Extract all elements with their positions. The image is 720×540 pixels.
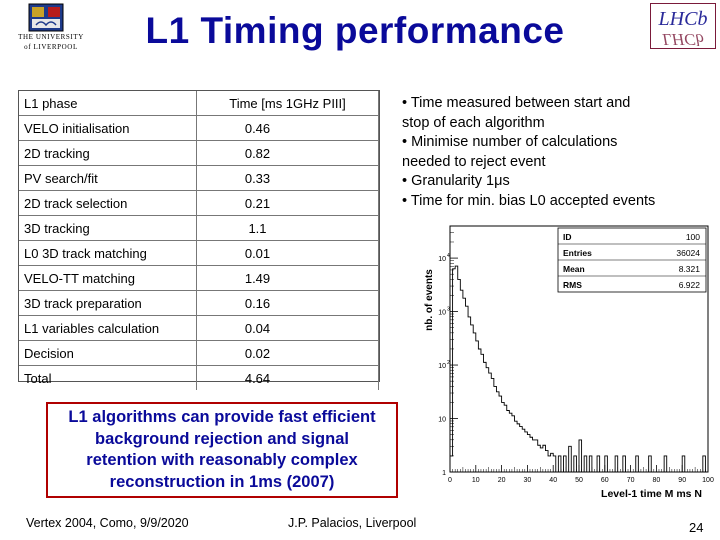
lhcb-logo: LHCb LHCb	[650, 3, 716, 49]
note-line: • Time measured between start and	[402, 95, 631, 111]
phase-time: 4.64	[196, 365, 379, 390]
column-header-time: Time [ms 1GHz PIII]	[196, 91, 379, 116]
lhcb-logo-text: LHCb	[658, 8, 708, 30]
y-tick-exponent: 2	[447, 360, 450, 366]
phase-name: L0 3D track matching	[19, 240, 197, 266]
stats-value: 36024	[676, 248, 700, 258]
svg-text:LHCb: LHCb	[661, 30, 704, 49]
y-tick-exponent: 3	[447, 307, 450, 313]
phase-name: 3D track preparation	[19, 290, 197, 316]
phase-name: 2D track selection	[19, 190, 197, 216]
conclusion-line: L1 algorithms can provide fast efficient	[68, 408, 376, 426]
x-tick-label: 10	[472, 477, 480, 484]
x-tick-label: 40	[549, 477, 557, 484]
conclusion-line: retention with reasonably complex	[86, 451, 358, 469]
phase-name: PV search/fit	[19, 165, 197, 191]
phase-name: Total	[19, 365, 197, 390]
slide-title: L1 Timing performance	[145, 10, 565, 51]
y-tick-label: 1	[442, 470, 446, 477]
x-tick-label: 60	[601, 477, 609, 484]
phase-name: Decision	[19, 340, 197, 366]
histogram-xlabel: Level-1 time M ms N	[601, 488, 702, 500]
histogram-ylabel: nb. of events	[424, 269, 435, 331]
phase-time: 1.49	[196, 265, 379, 291]
note-line: stop of each algorithm	[402, 114, 545, 131]
table-row: 2D tracking 0.82	[19, 140, 379, 166]
conclusion-box: L1 algorithms can provide fast efficient…	[46, 402, 398, 498]
table-row: 3D track preparation 0.16	[19, 290, 379, 316]
y-tick-label: 10	[438, 363, 446, 370]
phase-name: VELO-TT matching	[19, 265, 197, 291]
y-tick-label: 10	[438, 417, 446, 424]
stats-value: 8.321	[679, 264, 701, 274]
note-line: • Granularity 1μs	[402, 173, 510, 189]
x-tick-label: 50	[575, 477, 583, 484]
university-name-line2: of LIVERPOOL	[24, 43, 78, 51]
phase-time: 0.04	[196, 315, 379, 341]
note-line: needed to reject event	[402, 153, 546, 170]
x-tick-label: 90	[678, 477, 686, 484]
x-tick-label: 30	[524, 477, 532, 484]
university-name-line1: THE UNIVERSITY	[18, 33, 84, 41]
x-tick-label: 0	[448, 477, 452, 484]
page-number: 24	[689, 520, 704, 535]
phase-time: 0.82	[196, 140, 379, 166]
notes-text: • Time measured between start and stop o…	[402, 94, 714, 211]
stats-key: ID	[563, 232, 572, 242]
table-row: Total 4.64	[19, 365, 379, 390]
table-row: 2D track selection 0.21	[19, 190, 379, 216]
note-line: • Minimise number of calculations	[402, 134, 618, 150]
conclusion-line: background rejection and signal	[95, 429, 349, 448]
histogram-series	[449, 265, 708, 473]
phase-time: 0.46	[196, 115, 379, 141]
phase-time: 0.21	[196, 190, 379, 216]
phase-name: 3D tracking	[19, 215, 197, 241]
note-line: • Time for min. bias L0 accepted events	[402, 192, 656, 209]
stats-value: 6.922	[679, 280, 701, 290]
table-row: L0 3D track matching 0.01	[19, 240, 379, 266]
stats-key: RMS	[563, 280, 582, 290]
table-row: VELO-TT matching 1.49	[19, 265, 379, 291]
table-row: 3D tracking 1.1	[19, 215, 379, 241]
phase-name: VELO initialisation	[19, 115, 197, 141]
y-tick-label: 10	[438, 310, 446, 317]
phase-name: L1 variables calculation	[19, 315, 197, 341]
x-tick-label: 70	[627, 477, 635, 484]
column-header-phase: L1 phase	[19, 91, 197, 116]
table-header-row: L1 phase Time [ms 1GHz PIII]	[19, 91, 379, 116]
x-tick-label: 100	[702, 477, 714, 484]
conclusion-line: reconstruction in 1ms (2007)	[109, 472, 335, 491]
stats-value: 100	[686, 232, 700, 242]
table-row: VELO initialisation 0.46	[19, 115, 379, 141]
phase-time: 0.02	[196, 340, 379, 366]
university-crest-logo	[28, 3, 64, 32]
y-tick-exponent: 4	[447, 253, 450, 259]
phase-time: 0.01	[196, 240, 379, 266]
stats-box: ID 100 Entries 36024 Mean 8.321 RMS 6.922	[557, 227, 707, 293]
phase-time: 1.1	[196, 215, 379, 241]
table-row: Decision 0.02	[19, 340, 379, 366]
y-tick-label: 10	[438, 256, 446, 263]
table-row: L1 variables calculation 0.04	[19, 315, 379, 341]
x-tick-label: 20	[498, 477, 506, 484]
phase-time: 0.16	[196, 290, 379, 316]
stats-key: Mean	[563, 264, 585, 274]
x-tick-label: 80	[653, 477, 661, 484]
phase-name: 2D tracking	[19, 140, 197, 166]
timing-table: L1 phase Time [ms 1GHz PIII] VELO initia…	[18, 90, 380, 390]
stats-key: Entries	[563, 248, 592, 258]
table-row: PV search/fit 0.33	[19, 165, 379, 191]
phase-time: 0.33	[196, 165, 379, 191]
footer-author: J.P. Palacios, Liverpool	[288, 516, 417, 530]
footer-conference: Vertex 2004, Como, 9/9/2020	[26, 516, 189, 530]
